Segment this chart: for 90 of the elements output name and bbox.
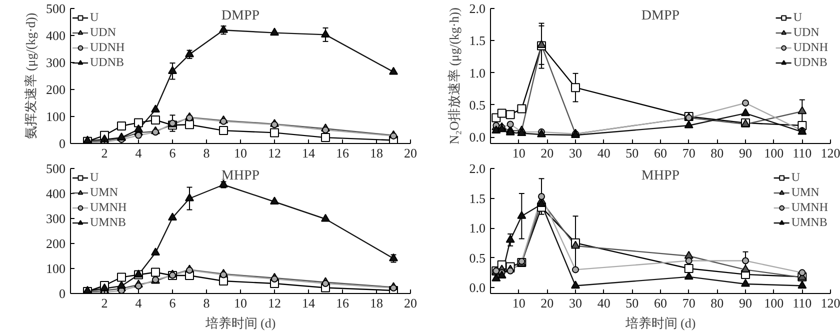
legend-label: UMNH bbox=[791, 200, 828, 215]
legend-label: UDNH bbox=[90, 40, 125, 55]
x-tick-label: 8 bbox=[203, 146, 210, 160]
chart-title: DMPP bbox=[641, 8, 680, 24]
chart-title: DMPP bbox=[221, 8, 260, 24]
x-tick-label: 6 bbox=[169, 146, 176, 160]
y-axis-title: 氨挥发速率 (μg/(kg·d)) bbox=[23, 12, 38, 140]
legend-label: UMNH bbox=[90, 200, 127, 215]
x-tick-label: 30 bbox=[569, 296, 582, 310]
x-tick-label: 110 bbox=[792, 146, 812, 160]
y-tick-label: 0 bbox=[59, 136, 66, 151]
legend-label: U bbox=[90, 170, 100, 185]
x-tick-label: 10 bbox=[512, 296, 526, 310]
legend-label: U bbox=[791, 170, 801, 185]
x-tick-label: 120 bbox=[820, 296, 840, 310]
y-tick-label: 300 bbox=[46, 55, 66, 70]
x-tick-label: 18 bbox=[370, 146, 383, 160]
y-tick-label: 1.5 bbox=[469, 190, 486, 206]
x-tick-label: 90 bbox=[739, 146, 752, 160]
chart-title: MHPP bbox=[221, 168, 260, 184]
x-axis-title: 培养时间 (d) bbox=[624, 316, 696, 330]
legend-label: UDN bbox=[793, 25, 820, 40]
x-tick-label: 2 bbox=[101, 146, 108, 160]
x-tick-label: 40 bbox=[597, 296, 610, 310]
x-tick-label: 16 bbox=[336, 146, 350, 160]
x-tick-label: 20 bbox=[540, 146, 554, 160]
legend-label: UDNH bbox=[793, 40, 828, 55]
y-tick-label: 1.5 bbox=[469, 33, 486, 48]
y-tick-label: 100 bbox=[46, 261, 66, 276]
y-tick-label: 500 bbox=[46, 1, 66, 16]
x-tick-label: 20 bbox=[540, 296, 554, 310]
x-tick-label: 80 bbox=[710, 296, 724, 310]
y-tick-label: 400 bbox=[46, 28, 66, 43]
x-tick-label: 4 bbox=[135, 146, 142, 160]
x-axis-title: 培养时间 (d) bbox=[204, 316, 276, 330]
y-tick-label: 0.0 bbox=[469, 280, 486, 296]
x-tick-label: 4 bbox=[135, 296, 142, 310]
x-tick-label: 70 bbox=[682, 146, 696, 160]
x-tick-label: 90 bbox=[739, 296, 752, 310]
x-tick-label: 6 bbox=[169, 296, 176, 310]
x-tick-label: 10 bbox=[234, 146, 247, 160]
y-tick-label: 100 bbox=[46, 109, 66, 124]
x-tick-label: 120 bbox=[820, 146, 840, 160]
x-tick-label: 16 bbox=[336, 296, 350, 310]
x-tick-label: 14 bbox=[302, 296, 316, 310]
y-tick-label: 400 bbox=[46, 186, 66, 201]
x-tick-label: 20 bbox=[404, 296, 417, 310]
legend-label: U bbox=[90, 10, 100, 25]
x-tick-label: 20 bbox=[404, 146, 417, 160]
y-tick-label: 1.0 bbox=[469, 65, 486, 80]
x-tick-label: 80 bbox=[710, 146, 724, 160]
legend-label: UDN bbox=[90, 25, 116, 40]
y-axis-title: N₂O排放速率 (μg/(kg·h)) bbox=[446, 8, 462, 144]
x-tick-label: 70 bbox=[682, 296, 696, 310]
legend-label: UDNB bbox=[90, 55, 124, 70]
y-tick-label: 300 bbox=[46, 211, 66, 226]
x-tick-label: 40 bbox=[597, 146, 610, 160]
chart-title: MHPP bbox=[641, 168, 680, 184]
x-tick-label: 12 bbox=[268, 146, 281, 160]
y-tick-label: 200 bbox=[46, 236, 66, 251]
y-tick-label: 1.0 bbox=[469, 220, 486, 236]
x-tick-label: 10 bbox=[234, 296, 247, 310]
x-tick-label: 12 bbox=[268, 296, 281, 310]
legend-label: U bbox=[793, 10, 803, 25]
x-tick-label: 18 bbox=[370, 296, 383, 310]
y-tick-label: 500 bbox=[46, 161, 66, 176]
legend-label: UMNB bbox=[791, 215, 828, 230]
y-tick-label: 2.0 bbox=[469, 1, 486, 16]
y-tick-label: 200 bbox=[46, 82, 66, 97]
y-tick-label: 0.5 bbox=[469, 97, 486, 112]
x-tick-label: 14 bbox=[302, 146, 316, 160]
legend-label: UMNB bbox=[90, 215, 126, 230]
y-tick-label: 0.0 bbox=[469, 130, 486, 145]
y-tick-label: 0 bbox=[59, 286, 66, 301]
y-tick-label: 2.0 bbox=[469, 161, 486, 176]
x-tick-label: 60 bbox=[654, 146, 667, 160]
legend-label: UMN bbox=[90, 185, 118, 200]
x-tick-label: 2 bbox=[101, 296, 108, 310]
x-tick-label: 50 bbox=[626, 146, 639, 160]
x-tick-label: 8 bbox=[203, 296, 210, 310]
legend-label: UMN bbox=[791, 185, 820, 200]
x-tick-label: 60 bbox=[654, 296, 667, 310]
legend-label: UDNB bbox=[793, 55, 828, 70]
x-tick-label: 100 bbox=[764, 146, 784, 160]
x-tick-label: 100 bbox=[764, 296, 784, 310]
y-tick-label: 0.5 bbox=[469, 250, 486, 266]
x-tick-label: 110 bbox=[792, 296, 812, 310]
x-tick-label: 10 bbox=[512, 146, 526, 160]
x-tick-label: 30 bbox=[569, 146, 582, 160]
x-tick-label: 50 bbox=[626, 296, 639, 310]
